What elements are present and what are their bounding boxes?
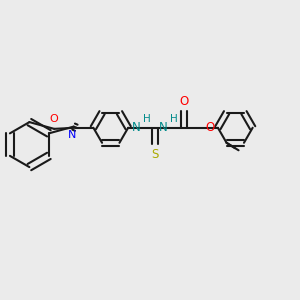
Text: O: O — [179, 94, 188, 108]
Text: H: H — [142, 114, 150, 124]
Text: S: S — [152, 148, 159, 161]
Text: O: O — [50, 114, 58, 124]
Text: N: N — [68, 130, 76, 140]
Text: N: N — [132, 121, 141, 134]
Text: H: H — [169, 114, 177, 124]
Text: N: N — [159, 121, 168, 134]
Text: O: O — [205, 121, 214, 134]
